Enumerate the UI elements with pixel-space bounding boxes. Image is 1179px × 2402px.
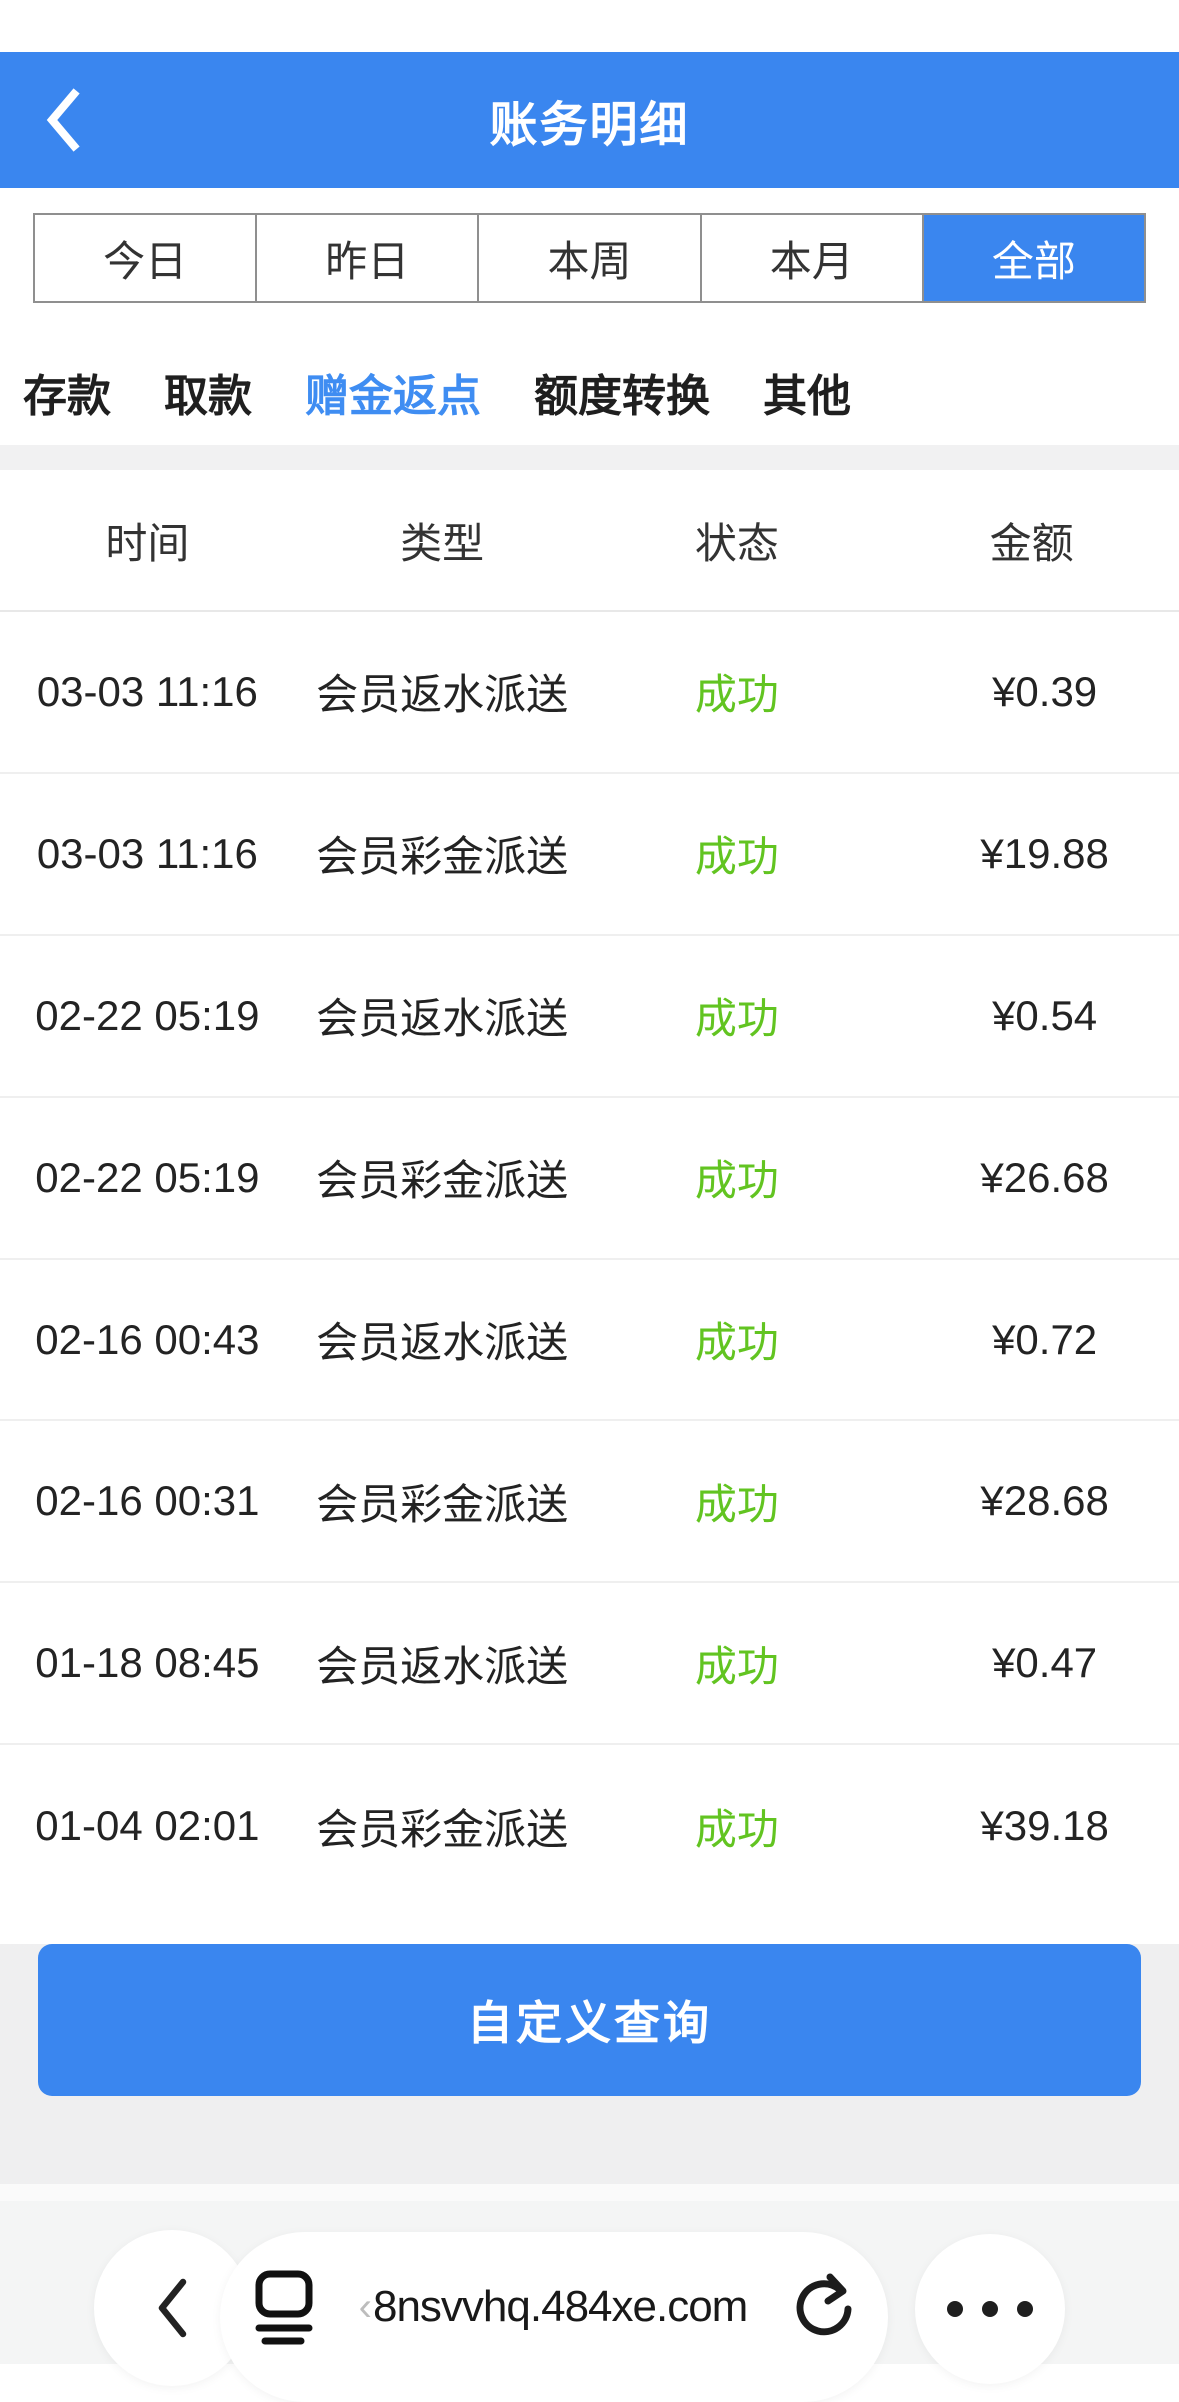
col-header-time: 时间 [105,519,190,567]
browser-toolbar: ‹ 8nsvvhq.484xe.com [0,2201,1179,2402]
tab-yesterday[interactable]: 昨日 [255,215,478,301]
back-button[interactable] [44,86,84,154]
cell-amount: ¥39.18 [980,1802,1109,1850]
table-row: 02-16 00:31 会员彩金派送 成功 ¥28.68 [0,1421,1179,1584]
tab-deposit[interactable]: 存款 [23,371,111,421]
table-row: 01-04 02:01 会员彩金派送 成功 ¥39.18 [0,1745,1179,1908]
cell-amount: ¥0.72 [992,1315,1098,1363]
transaction-list: 03-03 11:16 会员返水派送 成功 ¥0.39 03-03 11:16 … [0,612,1179,1908]
cell-type: 会员返水派送 [316,1642,569,1690]
chevron-left-icon [158,2278,187,2338]
spacer [0,2184,1179,2202]
table-row: 01-18 08:45 会员返水派送 成功 ¥0.47 [0,1583,1179,1746]
cell-time: 02-16 00:43 [35,1315,260,1363]
cell-type: 会员返水派送 [316,671,569,719]
cell-amount: ¥28.68 [980,1477,1109,1525]
tab-this-month[interactable]: 本月 [699,215,922,301]
period-tab-bar: 今日 昨日 本周 本月 全部 [33,213,1146,303]
status-badge: 成功 [694,671,779,719]
cell-time: 03-03 11:16 [36,829,258,877]
col-header-type: 类型 [400,519,485,567]
footer-panel: 自定义查询 [0,1944,1179,2185]
cell-type: 会员彩金派送 [316,1157,569,1205]
status-badge: 成功 [694,1319,779,1366]
status-badge: 成功 [694,833,779,881]
table-row: 02-22 05:19 会员彩金派送 成功 ¥26.68 [0,1097,1179,1260]
chevron-left-icon [46,88,80,152]
url-text: ‹ 8nsvvhq.484xe.com [314,2282,792,2332]
cell-amount: ¥19.88 [980,829,1109,877]
section-divider [0,445,1179,470]
more-icon [982,2301,998,2318]
cell-time: 01-18 08:45 [35,1639,260,1687]
more-icon [947,2301,963,2318]
table-row: 02-22 05:19 会员返水派送 成功 ¥0.54 [0,935,1179,1098]
tab-this-week[interactable]: 本周 [477,215,700,301]
cell-time: 02-16 00:31 [35,1477,260,1525]
cell-amount: ¥0.54 [992,991,1098,1039]
url-overflow-indicator: ‹ [358,2284,372,2329]
cell-type: 会员返水派送 [316,995,569,1043]
tab-all[interactable]: 全部 [921,215,1145,301]
table-row: 03-03 11:16 会员彩金派送 成功 ¥19.88 [0,773,1179,936]
cell-time: 02-22 05:19 [35,991,260,1039]
cell-type: 会员彩金派送 [316,1480,569,1528]
cell-amount: ¥0.47 [992,1639,1098,1687]
cell-time: 03-03 11:16 [36,667,258,715]
category-tab-bar: 存款 取款 赠金返点 额度转换 其他 [0,303,1179,445]
more-icon [1017,2301,1033,2318]
cell-type: 会员彩金派送 [316,1805,569,1853]
status-bar-strip [0,0,1179,52]
page-title: 账务明细 [489,99,690,152]
refresh-icon[interactable] [792,2271,858,2343]
status-badge: 成功 [694,1805,779,1853]
cell-amount: ¥26.68 [980,1153,1109,1201]
url-domain: 8nsvvhq.484xe.com [372,2282,748,2332]
address-bar[interactable]: ‹ 8nsvvhq.484xe.com [220,2232,888,2402]
cell-type: 会员返水派送 [316,1319,569,1366]
status-badge: 成功 [694,1157,779,1205]
cell-time: 02-22 05:19 [35,1153,260,1201]
tab-quota-transfer[interactable]: 额度转换 [534,371,710,421]
cell-amount: ¥0.39 [992,667,1098,715]
tab-today[interactable]: 今日 [35,215,256,301]
status-badge: 成功 [694,995,779,1043]
custom-query-button[interactable]: 自定义查询 [38,1944,1141,2097]
tab-other[interactable]: 其他 [763,371,851,421]
status-badge: 成功 [694,1480,779,1528]
table-row: 02-16 00:43 会员返水派送 成功 ¥0.72 [0,1259,1179,1422]
status-badge: 成功 [694,1642,779,1690]
col-header-amount: 金额 [989,519,1074,567]
cell-time: 01-04 02:01 [35,1802,260,1850]
col-header-status: 状态 [694,519,779,567]
reader-mode-icon [254,2269,314,2345]
table-row: 03-03 11:16 会员返水派送 成功 ¥0.39 [0,612,1179,774]
tab-bonus-rebate[interactable]: 赠金返点 [305,371,481,421]
tab-withdrawal[interactable]: 取款 [164,371,252,421]
app-header: 账务明细 [0,52,1179,188]
table-header: 时间 类型 状态 金额 [0,470,1179,612]
spacer [0,188,1179,213]
more-menu-button[interactable] [915,2234,1065,2385]
cell-type: 会员彩金派送 [316,833,569,881]
